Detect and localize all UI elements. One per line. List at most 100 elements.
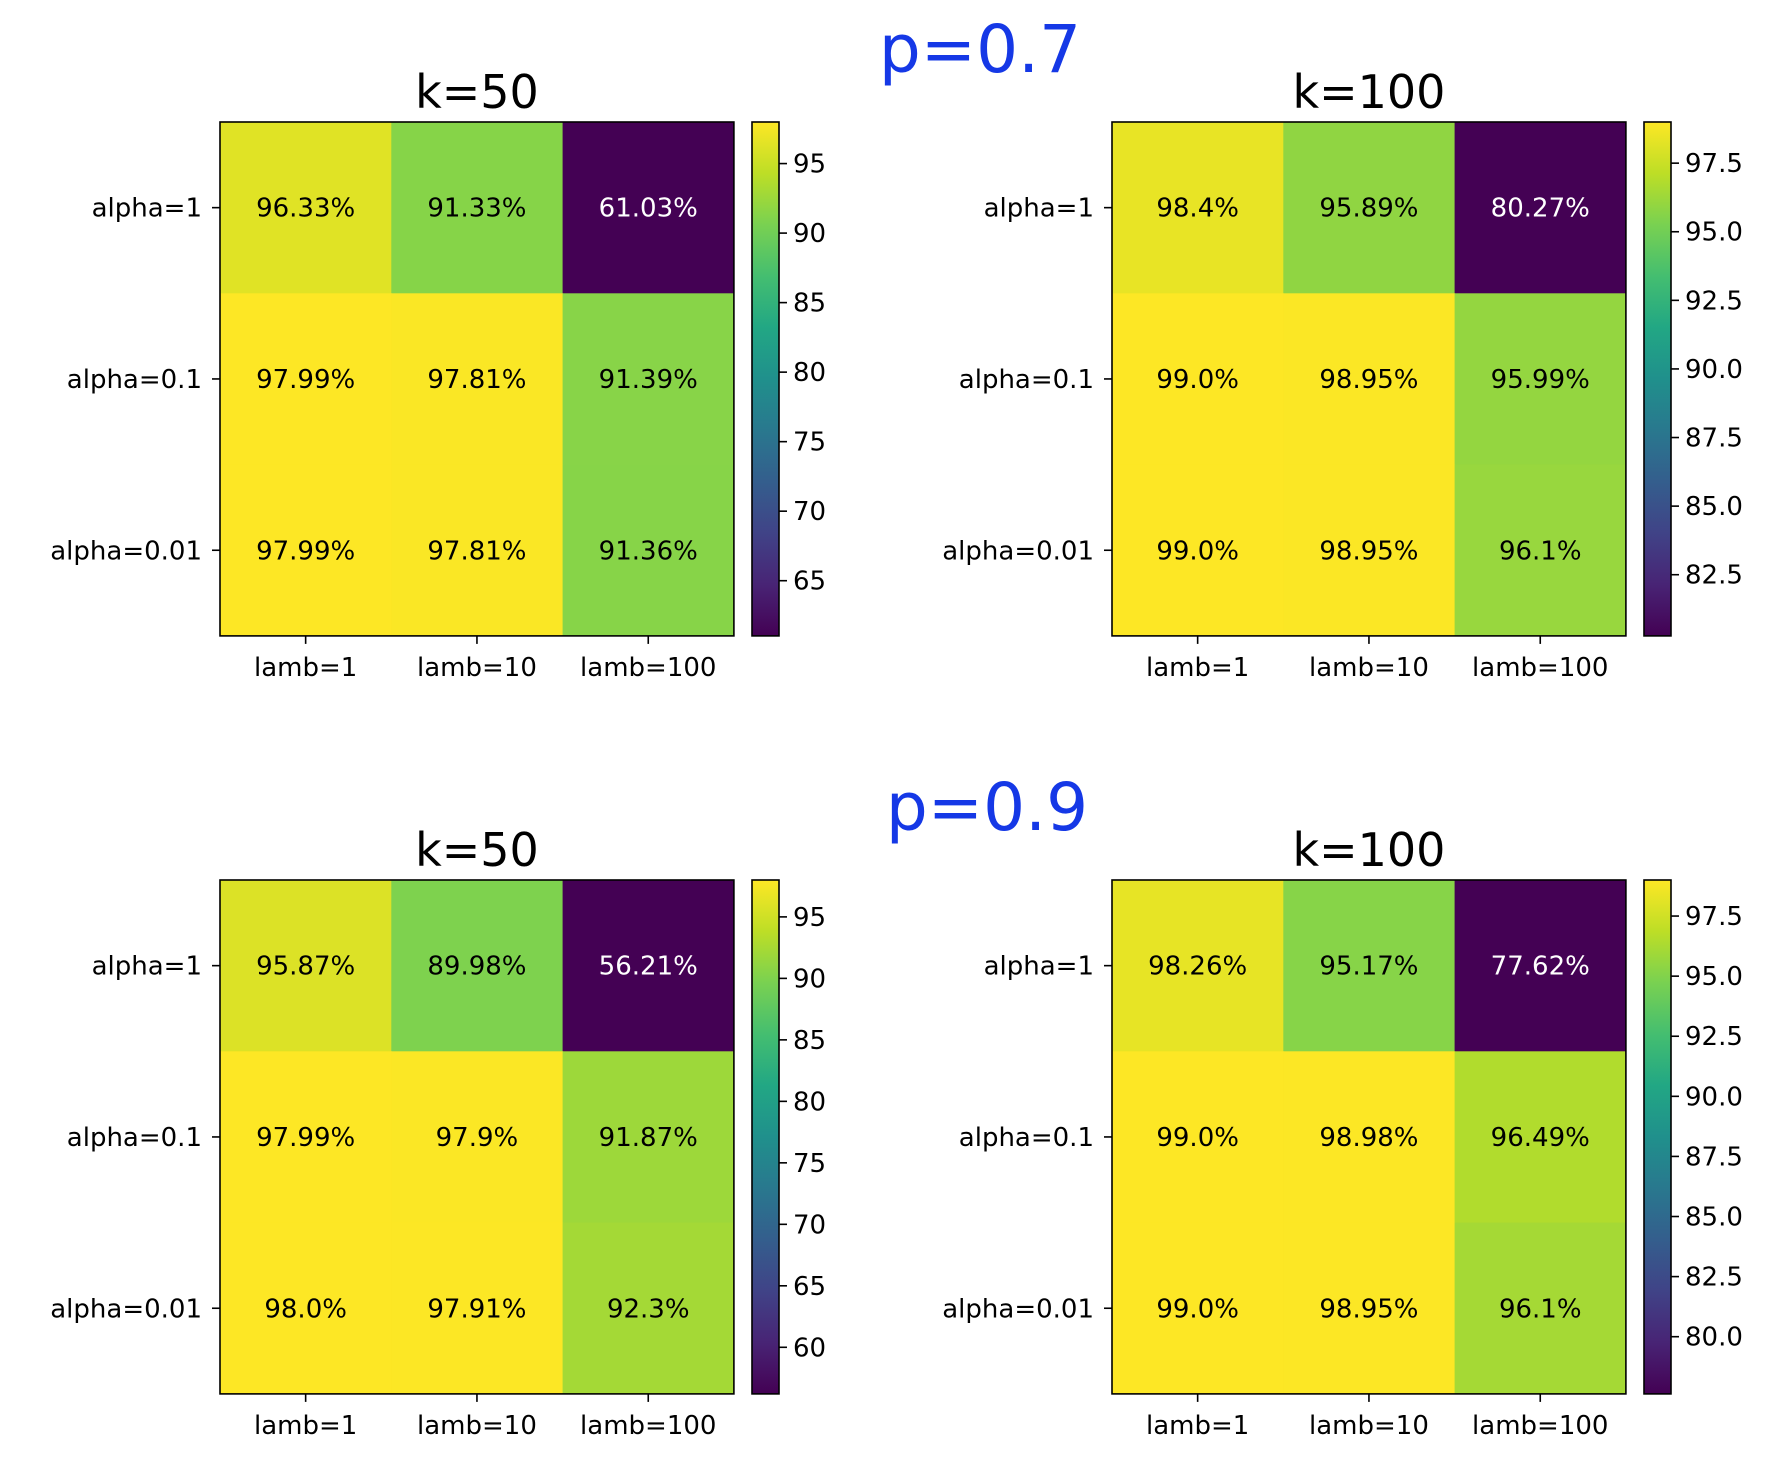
cell-value-label: 99.0% [1156, 1123, 1239, 1153]
colorbar-tick-label: 95.0 [1685, 962, 1743, 992]
colorbar [1643, 121, 1672, 637]
cell-value-label: 98.98% [1319, 1123, 1418, 1153]
colorbar-tick-label: 70 [793, 497, 826, 527]
heatmap-panel-1: k=50 96.33% 91.33% 61.03% 97.99% 97.81% 91.39%… [50, 65, 826, 683]
heatmap-cell [220, 464, 392, 637]
x-tick-label: lamb=10 [1309, 1411, 1429, 1441]
x-tick-label: lamb=1 [254, 1411, 357, 1441]
cell-value-label: 92.3% [607, 1294, 690, 1324]
colorbar-tick-label: 65 [793, 567, 826, 597]
colorbar-tick-label: 95 [793, 150, 826, 180]
colorbar-tick-label: 65 [793, 1272, 826, 1302]
heatmap-cell [1283, 464, 1456, 637]
heatmap-cell [391, 880, 564, 1052]
colorbar-tick-label: 85 [793, 289, 826, 319]
y-tick-label: alpha=1 [92, 194, 202, 224]
cell-value-label: 96.1% [1499, 1294, 1582, 1324]
x-tick-label: lamb=1 [1146, 1411, 1249, 1441]
colorbar-tick-label: 90 [793, 964, 826, 994]
x-tick-label: lamb=100 [580, 1411, 716, 1441]
colorbar [1643, 879, 1672, 1395]
cell-value-label: 91.36% [599, 536, 698, 566]
y-tick-label: alpha=0.01 [942, 536, 1094, 566]
cell-value-label: 98.95% [1319, 1294, 1418, 1324]
colorbar-tick-label: 97.5 [1685, 149, 1743, 179]
colorbar-tick-label: 75 [793, 1149, 826, 1179]
heatmap-cell [1283, 293, 1456, 466]
heatmap-cell [1283, 1051, 1456, 1224]
heatmap-cell [1454, 1222, 1627, 1395]
heatmap-cell [1112, 1222, 1284, 1395]
cell-value-label: 98.95% [1319, 536, 1418, 566]
colorbar [751, 121, 780, 637]
heatmap-cell [1283, 1222, 1456, 1395]
heatmap-cell [1283, 122, 1456, 294]
panel-title: k=50 [415, 65, 539, 119]
heatmap-cell [391, 293, 564, 466]
colorbar-tick-label: 90.0 [1685, 1082, 1743, 1112]
y-tick-label: alpha=0.1 [67, 365, 202, 395]
colorbar-tick-label: 60 [793, 1333, 826, 1363]
colorbar-tick-label: 85.0 [1685, 492, 1743, 522]
colorbar-tick-label: 90 [793, 219, 826, 249]
colorbar-tick-label: 92.5 [1685, 286, 1743, 316]
heatmap-cell [1454, 293, 1627, 466]
y-tick-label: alpha=0.1 [959, 365, 1094, 395]
cell-value-label: 97.99% [256, 365, 355, 395]
panel-title: k=50 [415, 823, 539, 877]
x-tick-label: lamb=10 [417, 1411, 537, 1441]
cell-value-label: 98.95% [1319, 365, 1418, 395]
cell-value-label: 91.33% [427, 194, 526, 224]
heatmap-cell [220, 1222, 392, 1395]
cell-value-label: 98.4% [1156, 194, 1239, 224]
colorbar-tick-label: 87.5 [1685, 1142, 1743, 1172]
panel-title: k=100 [1292, 65, 1445, 119]
colorbar-tick-label: 95.0 [1685, 218, 1743, 248]
colorbar-tick-label: 80 [793, 358, 826, 388]
y-tick-label: alpha=0.01 [942, 1294, 1094, 1324]
x-tick-label: lamb=100 [1472, 1411, 1608, 1441]
cell-value-label: 95.99% [1491, 365, 1590, 395]
heatmap-cell [562, 880, 735, 1052]
cell-value-label: 95.89% [1319, 194, 1418, 224]
cell-value-label: 96.33% [256, 194, 355, 224]
heatmap-cell [1112, 293, 1284, 466]
cell-value-label: 99.0% [1156, 1294, 1239, 1324]
cell-value-label: 98.26% [1148, 952, 1247, 982]
heatmap-cell [220, 122, 392, 294]
heatmap-cell [1112, 1051, 1284, 1224]
heatmap-cell [1112, 464, 1284, 637]
colorbar-tick-label: 75 [793, 428, 826, 458]
colorbar-tick-label: 70 [793, 1210, 826, 1240]
y-tick-label: alpha=1 [984, 952, 1094, 982]
colorbar-tick-label: 85.0 [1685, 1203, 1743, 1233]
cell-value-label: 97.99% [256, 1123, 355, 1153]
x-tick-label: lamb=100 [1472, 653, 1608, 683]
x-tick-label: lamb=100 [580, 653, 716, 683]
cell-value-label: 96.1% [1499, 536, 1582, 566]
cell-value-label: 56.21% [599, 952, 698, 982]
cell-value-label: 97.91% [427, 1294, 526, 1324]
colorbar-tick-label: 82.5 [1685, 561, 1743, 591]
cell-value-label: 97.99% [256, 536, 355, 566]
heatmap-cell [562, 1222, 735, 1395]
colorbar-tick-label: 95 [793, 903, 826, 933]
heatmap-cell [1454, 464, 1627, 637]
heatmap-cell [562, 464, 735, 637]
cell-value-label: 91.87% [599, 1123, 698, 1153]
y-tick-label: alpha=1 [92, 952, 202, 982]
heatmap-cell [391, 1051, 564, 1224]
x-tick-label: lamb=10 [417, 653, 537, 683]
colorbar-tick-label: 80 [793, 1087, 826, 1117]
cell-value-label: 95.87% [256, 952, 355, 982]
heatmap-cell [1454, 122, 1627, 294]
heatmap-panel-3: k=50 95.87% 89.98% 56.21% 97.99% 97.9% 91.87% 9… [50, 823, 826, 1441]
heatmap-cell [220, 293, 392, 466]
colorbar-tick-label: 80.0 [1685, 1323, 1743, 1353]
group-title-p07: p=0.7 [879, 11, 1081, 88]
cell-value-label: 97.81% [427, 536, 526, 566]
heatmap-cell [562, 293, 735, 466]
heatmap-cell [1454, 1051, 1627, 1224]
y-tick-label: alpha=0.01 [50, 536, 202, 566]
